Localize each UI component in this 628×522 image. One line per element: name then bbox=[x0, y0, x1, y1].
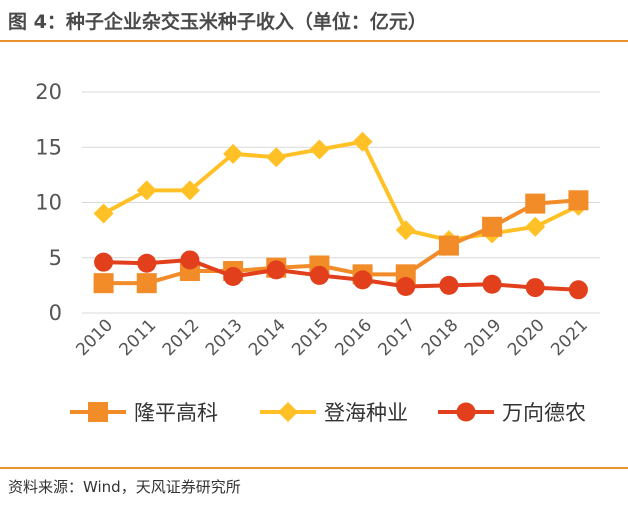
data-point bbox=[136, 273, 157, 294]
x-tick-label: 2012 bbox=[159, 315, 204, 360]
data-point bbox=[180, 250, 200, 270]
data-point bbox=[438, 235, 459, 256]
x-tick-label: 2018 bbox=[418, 315, 463, 360]
data-point bbox=[93, 273, 114, 294]
figure-title: 图 4：种子企业杂交玉米种子收入（单位：亿元） bbox=[8, 11, 427, 33]
data-point bbox=[309, 139, 330, 160]
data-point bbox=[94, 252, 114, 272]
data-point bbox=[525, 278, 545, 298]
data-point bbox=[395, 220, 416, 241]
x-tick-label: 2010 bbox=[72, 315, 117, 360]
y-axis-ticks: 0 5 10 15 20 bbox=[35, 80, 62, 325]
x-tick-label: 2016 bbox=[331, 315, 376, 360]
x-tick-label: 2011 bbox=[116, 315, 161, 360]
legend-marker bbox=[456, 402, 476, 422]
data-point bbox=[525, 216, 546, 237]
legend-label: 登海种业 bbox=[324, 401, 408, 425]
x-tick-label: 2019 bbox=[461, 315, 506, 360]
x-tick-label: 2014 bbox=[245, 315, 290, 360]
legend-marker bbox=[88, 402, 108, 422]
source-note: 资料来源：Wind，天风证券研究所 bbox=[8, 478, 241, 496]
data-point bbox=[568, 190, 589, 211]
data-point bbox=[223, 267, 243, 287]
series-line bbox=[102, 139, 580, 243]
data-point bbox=[266, 147, 287, 168]
data-point bbox=[136, 180, 157, 201]
y-tick-label: 10 bbox=[35, 191, 62, 215]
legend-item: 隆平高科 bbox=[70, 401, 218, 425]
legend-label: 万向德农 bbox=[502, 401, 586, 425]
data-point bbox=[482, 274, 502, 294]
data-point bbox=[179, 180, 200, 201]
legend: 隆平高科 登海种业 万向德农 bbox=[70, 401, 586, 425]
data-point bbox=[352, 131, 373, 152]
x-tick-label: 2021 bbox=[547, 315, 592, 360]
x-tick-label: 2013 bbox=[202, 315, 247, 360]
series-group bbox=[93, 131, 589, 300]
series-1 bbox=[93, 131, 589, 251]
x-tick-label: 2020 bbox=[504, 315, 549, 360]
legend-label: 隆平高科 bbox=[134, 401, 218, 425]
data-point bbox=[309, 265, 329, 285]
data-point bbox=[525, 193, 546, 214]
legend-item: 万向德农 bbox=[438, 401, 586, 425]
data-point bbox=[568, 280, 588, 300]
legend-marker bbox=[278, 402, 298, 422]
legend-item: 登海种业 bbox=[260, 401, 408, 425]
title-rule bbox=[0, 40, 628, 42]
data-point bbox=[482, 216, 503, 237]
y-tick-label: 0 bbox=[49, 301, 62, 325]
series-line bbox=[103, 198, 579, 286]
data-point bbox=[93, 203, 114, 224]
data-point bbox=[223, 143, 244, 164]
x-axis-ticks: 2010201120122013201420152016201720182019… bbox=[72, 315, 592, 360]
data-point bbox=[353, 270, 373, 290]
x-tick-label: 2017 bbox=[375, 315, 420, 360]
y-tick-label: 15 bbox=[35, 135, 62, 159]
source-rule bbox=[0, 467, 628, 469]
data-point bbox=[396, 276, 416, 296]
data-point bbox=[137, 253, 157, 273]
y-tick-label: 20 bbox=[35, 80, 62, 104]
series-2 bbox=[94, 250, 588, 300]
data-point bbox=[266, 260, 286, 280]
x-tick-label: 2015 bbox=[288, 315, 333, 360]
y-tick-label: 5 bbox=[49, 246, 62, 270]
data-point bbox=[439, 275, 459, 295]
